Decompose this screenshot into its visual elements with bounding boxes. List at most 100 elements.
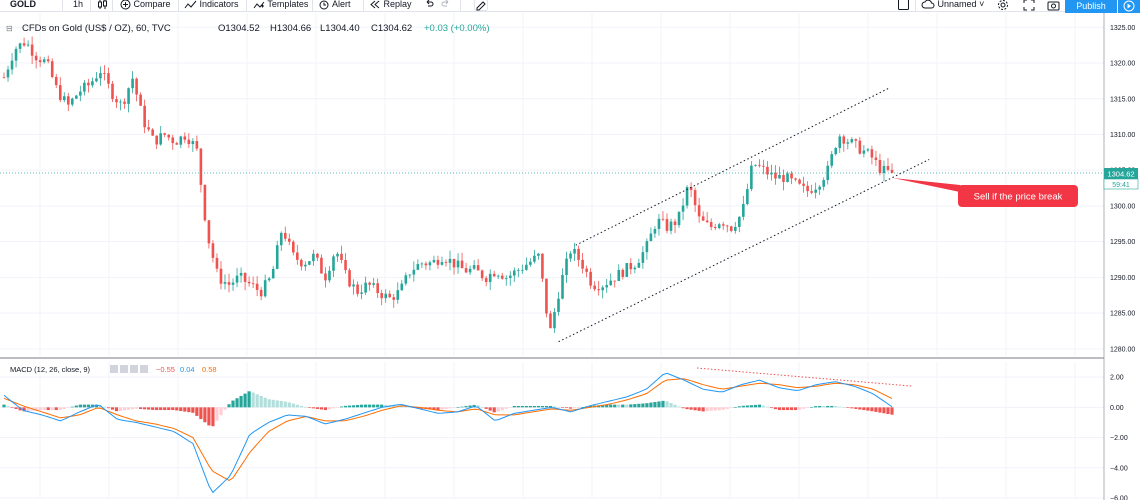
candle-body	[408, 274, 412, 276]
replay-button[interactable]: Replay	[369, 0, 412, 11]
publish-play-button[interactable]	[1118, 0, 1140, 13]
upper-channel-line[interactable]	[575, 87, 890, 246]
more-icon[interactable]	[140, 365, 148, 373]
candle-body	[750, 165, 753, 190]
compare-button[interactable]: Compare	[120, 0, 171, 11]
legend-title[interactable]: CFDs on Gold (US$ / OZ), 60, TVC	[22, 23, 171, 34]
countdown-label-bg	[1103, 178, 1139, 190]
candle-body	[669, 221, 673, 231]
macd-axis: 2.00 0.00 −2.00 −4.00 −6.00	[1110, 375, 1128, 500]
macd-histogram-bar	[171, 407, 175, 411]
candle-body	[605, 285, 609, 288]
symbol-search[interactable]: GOLD	[10, 0, 36, 9]
macd-histogram-bar	[818, 405, 822, 408]
candle-body	[58, 85, 62, 101]
candle-body	[271, 268, 275, 279]
macd-histogram-bar	[842, 407, 846, 408]
macd-histogram-bar	[355, 405, 360, 408]
macd-histogram-bar	[826, 405, 830, 408]
candle-body	[275, 245, 279, 269]
macd-histogram-bar	[548, 405, 553, 408]
macd-histogram-bar	[581, 406, 585, 408]
macd-histogram-bar	[870, 407, 874, 412]
macd-histogram-bar	[167, 407, 171, 411]
interval-button[interactable]: 1h	[73, 0, 84, 9]
macd-histogram-bar	[866, 407, 870, 411]
macd-histogram-bar	[118, 407, 123, 411]
macd-histogram-bar	[323, 407, 328, 410]
candle-body	[384, 293, 388, 299]
macd-histogram-bar	[448, 407, 452, 409]
candle-body	[344, 260, 347, 271]
macd-histogram-bar	[102, 406, 107, 408]
lower-channel-line[interactable]	[558, 159, 930, 343]
macd-histogram-bar	[641, 403, 645, 408]
settings-icon[interactable]	[120, 365, 128, 373]
macd-histogram-bar	[94, 404, 99, 408]
macd-histogram-bar	[858, 407, 862, 410]
gear-icon[interactable]	[997, 0, 1009, 11]
macd-histogram-bar	[838, 406, 842, 408]
close-icon[interactable]	[130, 365, 138, 373]
macd-divergence-line[interactable]	[696, 367, 914, 387]
templates-label: Templates	[267, 0, 309, 9]
drawing-tools-icon[interactable]	[474, 0, 488, 11]
alert-button[interactable]: Alert	[318, 0, 351, 11]
macd-histogram-bar	[717, 407, 721, 411]
candle-body	[356, 284, 359, 294]
sell-callout[interactable]: Sell if the price break	[893, 178, 1078, 207]
templates-button[interactable]: Templates	[253, 0, 308, 11]
eye-icon[interactable]	[110, 365, 118, 373]
candle-body	[283, 232, 287, 239]
macd-histogram-bar	[195, 407, 199, 416]
macd-histogram-bar	[456, 407, 460, 408]
candle-body	[416, 264, 420, 270]
macd-histogram-bar	[231, 400, 235, 408]
candle-body	[332, 256, 335, 271]
candle-style-icon[interactable]	[97, 0, 108, 11]
macd-histogram-bar	[147, 407, 151, 410]
candle-body	[412, 269, 416, 275]
macd-pane	[2, 367, 914, 494]
candle-body	[91, 81, 94, 86]
macd-histogram-bar	[725, 407, 729, 409]
macd-tick-label: −6.00	[1110, 496, 1128, 500]
indicators-button[interactable]: Indicators	[184, 0, 239, 11]
macd-histogram-bar	[183, 407, 187, 412]
layout-checkbox[interactable]	[898, 0, 909, 11]
candle-body	[79, 91, 82, 96]
macd-title[interactable]: MACD (12, 26, close, 9)	[10, 365, 91, 374]
redo-icon[interactable]	[441, 0, 451, 11]
macd-histogram-bar	[637, 403, 641, 408]
macd-histogram-bar	[299, 405, 303, 408]
candle-body	[304, 264, 307, 267]
macd-histogram-bar	[110, 407, 115, 410]
candle-body	[127, 88, 130, 104]
macd-histogram-bar	[444, 407, 448, 409]
candle-body	[589, 271, 592, 286]
macd-histogram-bar	[139, 407, 143, 410]
macd-histogram-bar	[797, 407, 802, 410]
candle-body	[549, 313, 552, 329]
publish-button[interactable]: Publish	[1065, 0, 1117, 13]
candle-body	[621, 269, 625, 277]
candle-body	[424, 263, 428, 266]
macd-histogram-bar	[428, 407, 432, 410]
candle-body	[782, 175, 785, 182]
macd-histogram-bar	[187, 407, 191, 413]
layout-menu[interactable]: Unnamed ˅	[921, 0, 984, 11]
legend-collapse-icon[interactable]: ⊟	[6, 24, 13, 33]
macd-histogram-bar	[733, 407, 737, 408]
candle-body	[609, 280, 613, 286]
camera-icon[interactable]	[1047, 0, 1060, 11]
macd-histogram-bar	[400, 406, 404, 408]
candle-body	[581, 259, 584, 269]
candle-body	[488, 273, 492, 282]
candle-body	[71, 98, 74, 105]
last-price-label: 1304.62	[1107, 170, 1134, 179]
candle-body	[882, 165, 886, 173]
candle-body	[798, 179, 801, 184]
candle-body	[577, 248, 580, 260]
undo-icon[interactable]	[424, 0, 434, 11]
